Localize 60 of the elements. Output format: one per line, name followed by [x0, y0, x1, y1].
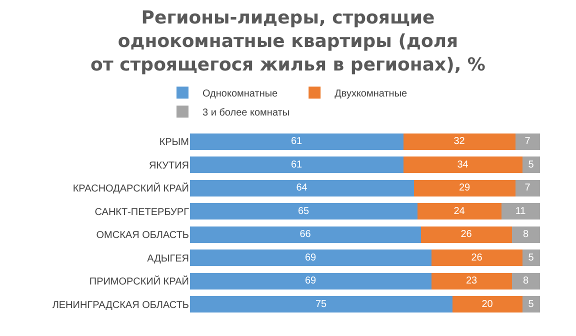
bar: [452, 296, 522, 313]
data-label: 64: [296, 182, 308, 194]
bar: [522, 156, 540, 174]
data-label: 34: [457, 159, 469, 170]
y-tick-label: ОМСКАЯ ОБЛАСТЬ: [96, 230, 190, 242]
bar: [421, 226, 512, 243]
data-label: 61: [290, 136, 303, 148]
legend-label: 3 и более комнаты: [202, 108, 290, 118]
bar: [404, 133, 516, 150]
bar: [516, 180, 540, 196]
data-label: 75: [315, 298, 328, 310]
data-label: 7: [524, 136, 531, 148]
y-tick-label: КРАСНОДАРСКИЙ КРАЙ: [72, 182, 189, 195]
data-label: 8: [523, 276, 529, 287]
data-label: 61: [290, 159, 303, 170]
legend-label: Двухкомнатные: [334, 88, 408, 100]
data-label: 26: [471, 252, 483, 264]
bar: [190, 133, 404, 150]
bar: [190, 272, 432, 290]
y-tick-label: АДЫГЕЯ: [147, 253, 189, 264]
bar: [512, 272, 540, 290]
bar: [522, 250, 540, 266]
bar: [190, 296, 452, 313]
data-label: 29: [458, 182, 471, 194]
bar: [516, 133, 540, 150]
bar: [512, 226, 540, 243]
data-label: 5: [528, 159, 534, 170]
data-label: 66: [300, 229, 312, 240]
bar: [190, 250, 432, 266]
bar: [190, 156, 404, 174]
bar: [502, 203, 540, 220]
data-label: 69: [304, 252, 317, 264]
data-label: 20: [482, 298, 494, 310]
data-label: 8: [523, 229, 529, 240]
bar: [404, 156, 522, 174]
bar: [190, 226, 421, 243]
bar: [432, 272, 512, 290]
data-label: 5: [528, 252, 534, 264]
bar: [522, 296, 540, 313]
data-label: 26: [460, 229, 472, 240]
y-tick-label: ПРИМОРСКИЙ КРАЙ: [89, 274, 189, 288]
bar: [190, 203, 418, 220]
data-label: 32: [454, 136, 466, 148]
data-label: 23: [466, 276, 478, 287]
data-label: 7: [524, 182, 531, 194]
y-tick-label: САНКТ-ПЕТЕРБУРГ: [94, 206, 190, 218]
data-label: 24: [454, 206, 466, 217]
data-label: 5: [528, 298, 534, 310]
data-label: 11: [515, 206, 526, 217]
bar: [418, 203, 502, 220]
legend-label: Однокомнатные: [202, 88, 278, 100]
bar: [432, 250, 522, 266]
data-label: 65: [298, 206, 310, 217]
y-tick-label: ЛЕНИНГРАДСКАЯ ОБЛАСТЬ: [52, 300, 190, 311]
bar: [190, 180, 414, 196]
y-tick-label: ЯКУТИЯ: [148, 160, 189, 172]
data-label: 69: [304, 276, 317, 287]
y-tick-label: КРЫМ: [159, 137, 189, 148]
bar: [414, 180, 516, 196]
chart-title: Регионы-лидеры, строящие однокомнатные квартиры (доля от строящегося жилья в регионах), %: [90, 8, 486, 76]
